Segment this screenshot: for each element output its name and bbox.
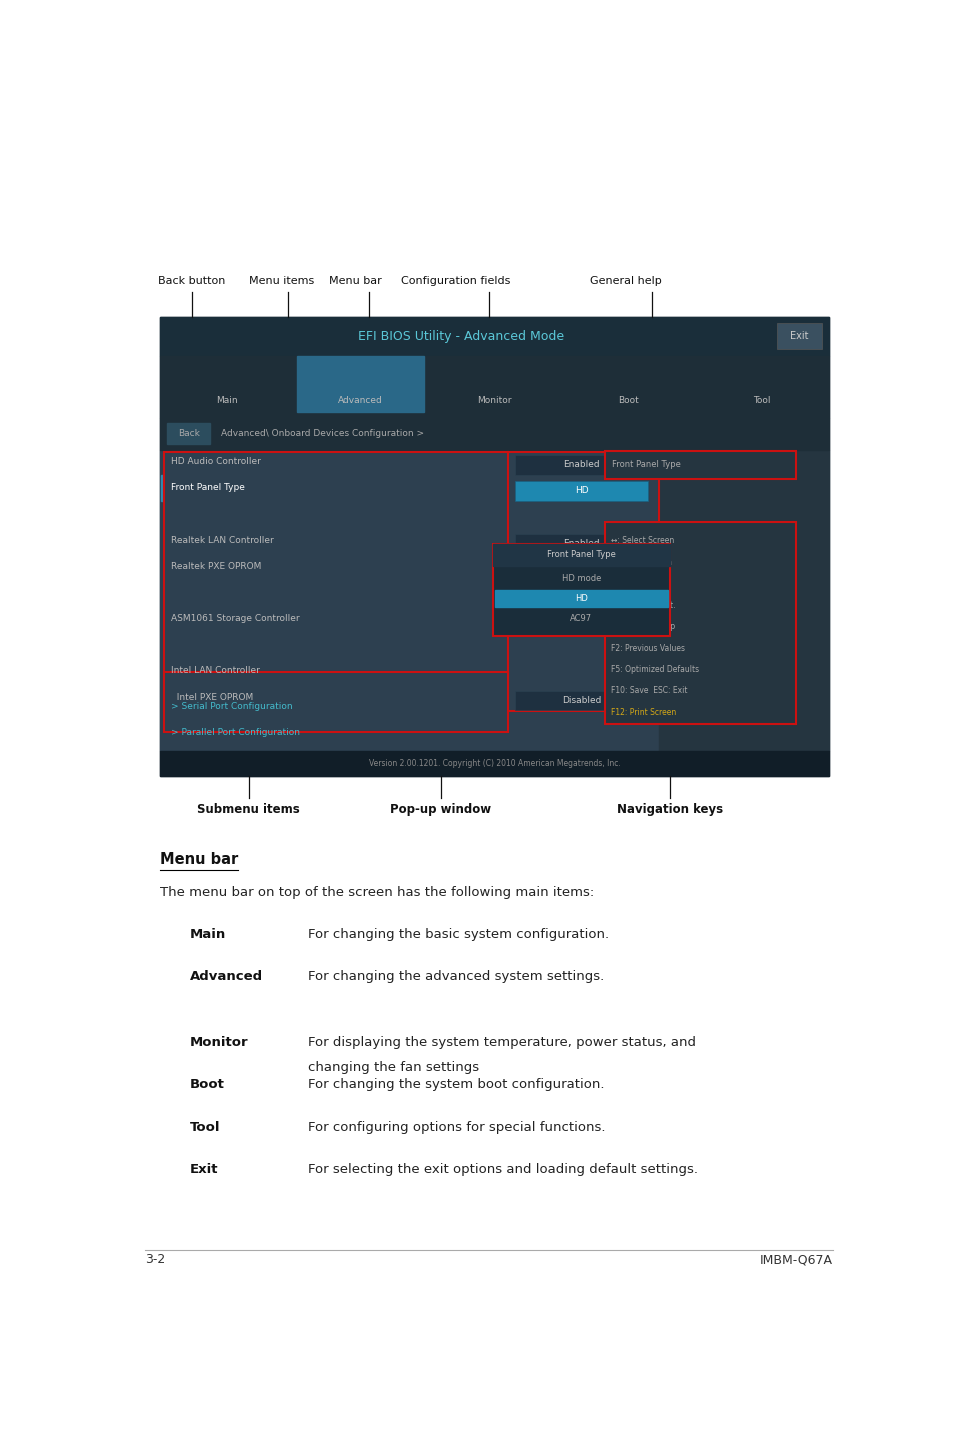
Text: HD: HD — [574, 486, 588, 496]
Text: F1: General Help: F1: General Help — [610, 623, 674, 631]
Bar — [515, 559, 647, 580]
Text: Main: Main — [190, 928, 226, 940]
Text: Front Panel Type: Front Panel Type — [171, 483, 245, 492]
Text: F12: Print Screen: F12: Print Screen — [610, 707, 676, 718]
Text: For changing the system boot configuration.: For changing the system boot configurati… — [308, 1078, 603, 1091]
Text: ASM1061 Storage Controller: ASM1061 Storage Controller — [171, 614, 299, 623]
Bar — [515, 690, 647, 710]
Text: Front Panel Type: Front Panel Type — [612, 460, 680, 469]
Text: HD: HD — [575, 594, 587, 603]
Text: > Parallel Port Configuration: > Parallel Port Configuration — [171, 728, 299, 736]
Bar — [167, 423, 210, 444]
Text: Configuration fields: Configuration fields — [400, 276, 510, 286]
Text: Boot: Boot — [190, 1078, 224, 1091]
Text: Intel PXE OPROM: Intel PXE OPROM — [171, 693, 253, 702]
Bar — [160, 417, 828, 450]
Text: Navigation keys: Navigation keys — [617, 802, 722, 815]
Bar — [160, 751, 828, 777]
Text: Pop-up window: Pop-up window — [390, 802, 491, 815]
Bar — [492, 544, 670, 567]
Text: Advanced: Advanced — [338, 395, 382, 404]
Bar — [515, 482, 647, 500]
Text: Intel LAN Controller: Intel LAN Controller — [171, 666, 259, 676]
Bar — [777, 324, 821, 348]
Bar — [297, 355, 423, 413]
Text: Advanced: Advanced — [190, 969, 262, 984]
Text: For configuring options for special functions.: For configuring options for special func… — [308, 1120, 604, 1133]
Text: Enabled: Enabled — [562, 539, 599, 548]
Text: Monitor: Monitor — [476, 395, 511, 404]
Text: F10: Save  ESC: Exit: F10: Save ESC: Exit — [610, 686, 686, 696]
Text: HD Audio Controller: HD Audio Controller — [171, 457, 260, 466]
Text: Enabled: Enabled — [562, 460, 599, 469]
Text: HD mode: HD mode — [561, 574, 600, 582]
Text: Monitor: Monitor — [190, 1037, 248, 1050]
Bar — [604, 522, 795, 725]
Text: Menu bar: Menu bar — [329, 276, 382, 286]
Text: Realtek PXE OPROM: Realtek PXE OPROM — [171, 562, 261, 571]
Bar — [659, 450, 828, 751]
Bar — [492, 544, 670, 636]
Text: For displaying the system temperature, power status, and: For displaying the system temperature, p… — [308, 1037, 695, 1050]
Text: Tool: Tool — [753, 395, 770, 404]
Bar — [160, 316, 828, 355]
Text: +/-: Change Opt.: +/-: Change Opt. — [610, 601, 675, 610]
Bar — [160, 355, 828, 417]
Text: IMBM-Q67A: IMBM-Q67A — [759, 1254, 832, 1267]
Text: 3-2: 3-2 — [145, 1254, 165, 1267]
Bar — [507, 453, 659, 712]
Text: F5: Optimized Defaults: F5: Optimized Defaults — [610, 664, 699, 674]
Bar — [604, 452, 795, 479]
Text: Menu bar: Menu bar — [160, 851, 238, 867]
Bar — [495, 590, 667, 607]
Bar — [160, 316, 828, 777]
Text: For selecting the exit options and loading default settings.: For selecting the exit options and loadi… — [308, 1162, 697, 1176]
Text: For changing the basic system configuration.: For changing the basic system configurat… — [308, 928, 608, 940]
Bar — [515, 454, 647, 475]
Bar — [164, 672, 507, 732]
Text: Version 2.00.1201. Copyright (C) 2010 American Megatrends, Inc.: Version 2.00.1201. Copyright (C) 2010 Am… — [368, 759, 619, 768]
Text: ↑↓: Select Item: ↑↓: Select Item — [610, 558, 671, 567]
Bar — [160, 450, 659, 751]
Text: For changing the advanced system settings.: For changing the advanced system setting… — [308, 969, 603, 984]
Text: changing the fan settings: changing the fan settings — [308, 1061, 478, 1074]
Text: Menu items: Menu items — [249, 276, 314, 286]
Text: Realtek LAN Controller: Realtek LAN Controller — [171, 535, 274, 545]
Text: Advanced\ Onboard Devices Configuration >: Advanced\ Onboard Devices Configuration … — [220, 429, 423, 439]
Text: Back: Back — [177, 429, 199, 439]
Text: Disabled: Disabled — [561, 565, 600, 574]
Text: Tool: Tool — [190, 1120, 220, 1133]
Text: EFI BIOS Utility - Advanced Mode: EFI BIOS Utility - Advanced Mode — [357, 329, 563, 342]
Text: The menu bar on top of the screen has the following main items:: The menu bar on top of the screen has th… — [160, 886, 594, 899]
Text: Back button: Back button — [158, 276, 225, 286]
Text: F2: Previous Values: F2: Previous Values — [610, 644, 684, 653]
Text: Main: Main — [215, 395, 237, 404]
Text: AC97: AC97 — [570, 614, 592, 623]
Text: General help: General help — [589, 276, 660, 286]
Text: Enter: Select: Enter: Select — [610, 580, 659, 588]
Text: > Serial Port Configuration: > Serial Port Configuration — [171, 702, 293, 710]
Text: Exit: Exit — [789, 331, 808, 341]
Text: Submenu items: Submenu items — [197, 802, 299, 815]
Text: ↔: Select Screen: ↔: Select Screen — [610, 536, 674, 545]
Bar — [515, 533, 647, 554]
Text: Disabled: Disabled — [561, 696, 600, 705]
Bar — [160, 475, 510, 500]
Text: Boot: Boot — [618, 395, 638, 404]
Text: Front Panel Type: Front Panel Type — [546, 551, 616, 559]
Bar — [164, 453, 507, 712]
Text: Exit: Exit — [190, 1162, 217, 1176]
